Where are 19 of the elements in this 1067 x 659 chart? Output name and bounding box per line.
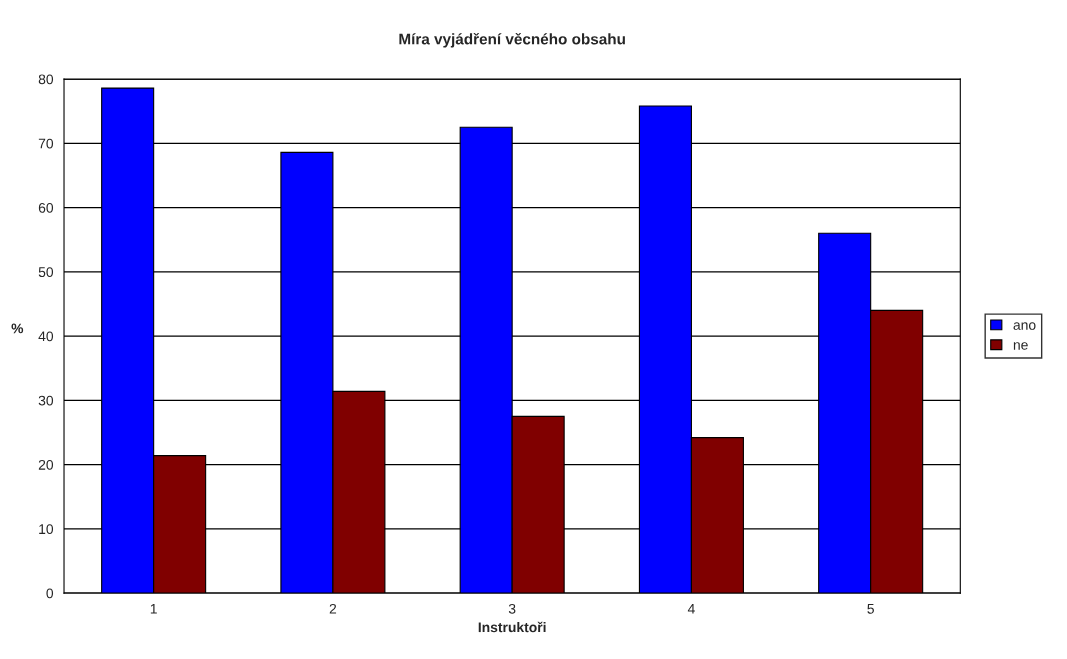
y-tick-label: 10	[39, 524, 54, 535]
x-tick-label: 3	[508, 603, 516, 614]
y-tick-label: 30	[38, 395, 54, 406]
x-tick-label: 2	[329, 603, 337, 614]
y-tick-label: 60	[38, 202, 54, 213]
legend-label: ano	[1013, 322, 1036, 330]
y-tick-label: 0	[46, 588, 54, 599]
x-axis-title: Instruktoři	[478, 621, 546, 633]
y-tick-label: 70	[38, 138, 54, 149]
y-axis-title: %	[11, 323, 24, 334]
y-tick-label: 50	[38, 267, 54, 278]
legend-label: ne	[1013, 342, 1028, 350]
x-tick-label: 1	[150, 604, 157, 614]
y-tick-label: 20	[38, 459, 54, 470]
y-tick-label: 80	[38, 74, 54, 85]
chart-title: Míra vyjádření věcného obsahu	[399, 32, 625, 48]
y-tick-label: 40	[38, 331, 54, 342]
x-tick-label: 4	[687, 604, 695, 614]
x-tick-label: 5	[867, 604, 874, 614]
